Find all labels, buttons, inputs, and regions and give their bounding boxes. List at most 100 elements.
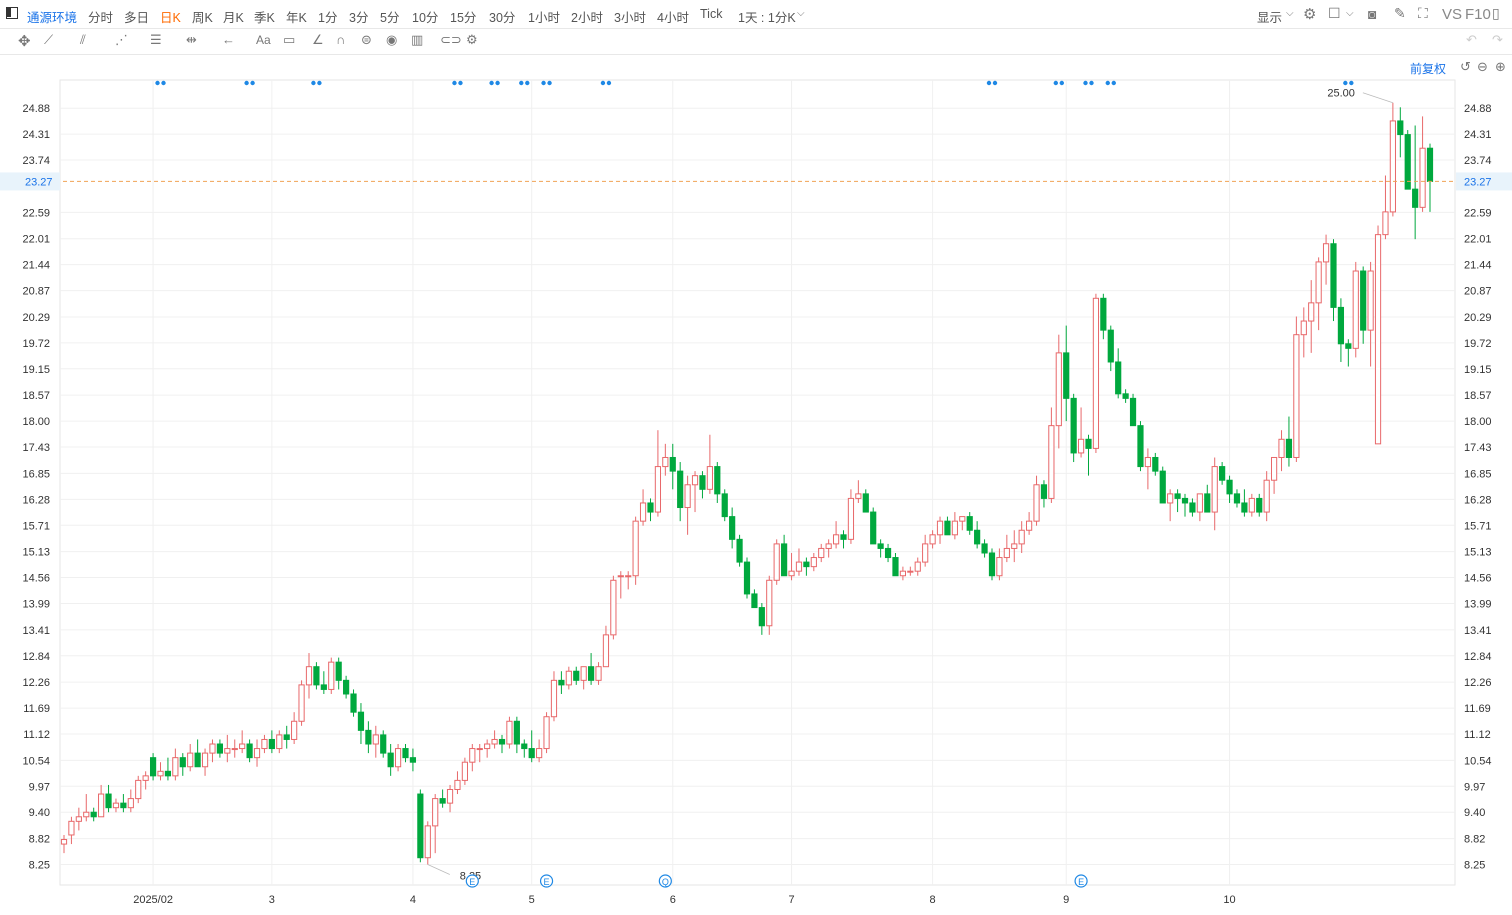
candle-body[interactable] <box>751 593 758 609</box>
candle-body[interactable] <box>758 607 765 627</box>
period-tab-5[interactable]: 季K <box>254 11 275 25</box>
candle-body[interactable] <box>684 484 691 509</box>
candle-body[interactable] <box>1070 397 1077 454</box>
candle-body[interactable] <box>476 748 483 751</box>
period-tab-12[interactable]: 30分 <box>489 11 516 25</box>
candle-body[interactable] <box>343 679 350 695</box>
candle-body[interactable] <box>1011 543 1018 549</box>
candle-body[interactable] <box>387 752 394 768</box>
candle-body[interactable] <box>365 729 372 745</box>
news-dot[interactable] <box>519 80 524 86</box>
camera-icon[interactable]: ◙ <box>1368 6 1377 22</box>
pattern-icon[interactable]: ⋰ <box>115 32 128 47</box>
candle-body[interactable] <box>484 743 491 750</box>
candle-body[interactable] <box>847 497 855 540</box>
candle-body[interactable] <box>981 543 988 554</box>
panel-icon[interactable]: ▯ <box>1492 5 1500 21</box>
candle-body[interactable] <box>543 716 550 750</box>
candle-body[interactable] <box>974 529 981 545</box>
candle-body[interactable] <box>1211 466 1218 513</box>
candle-body[interactable] <box>432 798 439 827</box>
channel-icon[interactable]: ⫽ <box>80 32 86 47</box>
candle-body[interactable] <box>239 743 246 750</box>
chevron-down-icon[interactable]: ⌵ <box>1346 8 1354 19</box>
candle-body[interactable] <box>899 570 907 577</box>
display-menu[interactable]: 显示 <box>1257 11 1283 25</box>
candle-body[interactable] <box>276 734 283 750</box>
candle-body[interactable] <box>253 748 261 759</box>
candle-body[interactable] <box>1404 134 1411 190</box>
candle-body[interactable] <box>877 543 884 549</box>
candle-body[interactable] <box>194 752 201 768</box>
period-tab-3[interactable]: 周K <box>192 11 213 25</box>
candle-body[interactable] <box>112 802 120 809</box>
candle-body[interactable] <box>699 475 706 490</box>
candle-body[interactable] <box>1308 302 1315 322</box>
news-dot[interactable] <box>1343 80 1348 86</box>
candle-body[interactable] <box>446 788 454 804</box>
candle-body[interactable] <box>402 748 409 759</box>
candle-body[interactable] <box>795 561 803 572</box>
candle-body[interactable] <box>862 493 869 513</box>
zoom-in-icon[interactable]: ⊕ <box>1495 59 1506 74</box>
period-tab-4[interactable]: 月K <box>223 11 244 25</box>
news-dot[interactable] <box>1105 80 1110 86</box>
gear-icon[interactable]: ⚙ <box>1303 6 1317 23</box>
candle-body[interactable] <box>1092 297 1100 449</box>
candle-body[interactable] <box>936 520 944 536</box>
candle-body[interactable] <box>261 738 268 750</box>
candle-body[interactable] <box>1382 211 1389 236</box>
candle-body[interactable] <box>1337 306 1345 345</box>
candle-body[interactable] <box>602 634 610 668</box>
candle-body[interactable] <box>380 734 387 754</box>
candle-body[interactable] <box>662 456 669 468</box>
candle-body[interactable] <box>1107 329 1114 363</box>
candle-body[interactable] <box>706 466 713 490</box>
news-dot[interactable] <box>458 80 463 86</box>
news-dot[interactable] <box>452 80 457 86</box>
candle-body[interactable] <box>677 470 684 509</box>
candle-body[interactable] <box>142 775 149 781</box>
candle-body[interactable] <box>83 811 90 818</box>
news-dot[interactable] <box>606 80 612 86</box>
news-dot[interactable] <box>244 80 249 86</box>
candle-body[interactable] <box>639 502 647 522</box>
candle-body[interactable] <box>1256 497 1263 513</box>
custom-period-select[interactable]: 1天 : 1分K <box>738 11 796 25</box>
candle-body[interactable] <box>870 511 877 545</box>
candle-body[interactable] <box>149 757 157 777</box>
candle-body[interactable] <box>1077 438 1085 454</box>
candle-body[interactable] <box>1233 493 1241 504</box>
period-tab-8[interactable]: 3分 <box>349 11 369 25</box>
candle-body[interactable] <box>417 793 424 859</box>
angle-icon[interactable]: ∠ <box>312 32 324 47</box>
candle-body[interactable] <box>1300 320 1307 336</box>
square-icon[interactable]: ☐ <box>1328 5 1341 21</box>
news-dot[interactable] <box>250 80 255 86</box>
line-icon[interactable]: ⟋ <box>44 32 54 47</box>
candle-body[interactable] <box>654 466 662 513</box>
candle-body[interactable] <box>1330 243 1337 308</box>
candle-body[interactable] <box>1189 502 1196 513</box>
candle-body[interactable] <box>855 493 862 499</box>
candle-body[interactable] <box>491 738 498 745</box>
news-dot[interactable] <box>1111 80 1116 86</box>
candle-body[interactable] <box>914 561 921 572</box>
trash-icon[interactable]: ▥ <box>411 32 424 47</box>
lock-icon[interactable]: ⊜ <box>361 32 372 47</box>
candle-body[interactable] <box>840 534 847 540</box>
candle-body[interactable] <box>1426 147 1434 182</box>
news-dot[interactable] <box>317 80 322 86</box>
candle-body[interactable] <box>224 748 231 754</box>
measure-icon[interactable]: ⇹ <box>186 32 197 47</box>
candle-body[interactable] <box>350 693 357 713</box>
text-icon[interactable]: Aa <box>256 33 271 47</box>
undo-icon[interactable]: ↶ <box>1466 32 1477 47</box>
candle-body[interactable] <box>335 661 342 681</box>
news-dot[interactable] <box>525 80 530 86</box>
candle-body[interactable] <box>1115 361 1122 395</box>
candle-body[interactable] <box>1352 270 1359 349</box>
candle-body[interactable] <box>283 734 290 740</box>
f10-button[interactable]: F10 <box>1465 6 1491 23</box>
candle-body[interactable] <box>305 666 313 686</box>
